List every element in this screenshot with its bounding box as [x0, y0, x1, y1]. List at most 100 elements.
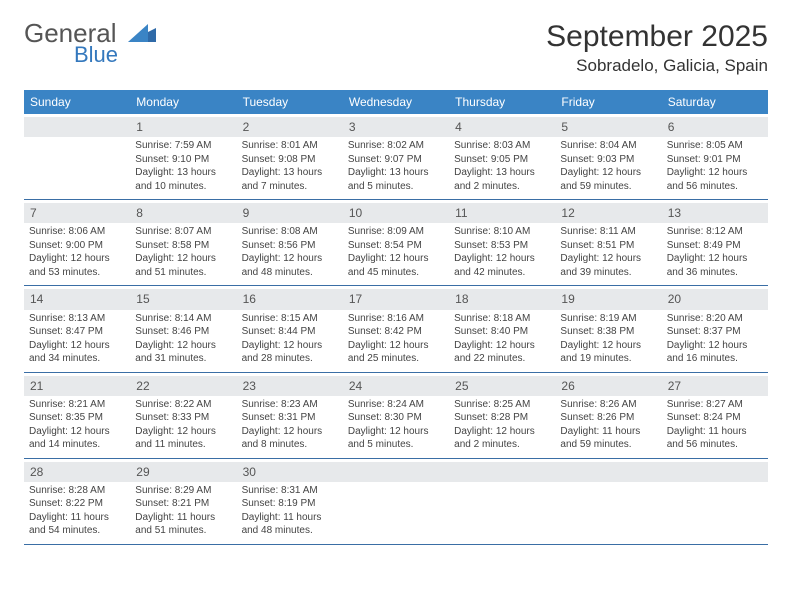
weekday-header-row: SundayMondayTuesdayWednesdayThursdayFrid… — [24, 90, 768, 114]
calendar-cell: 30Sunrise: 8:31 AMSunset: 8:19 PMDayligh… — [237, 459, 343, 544]
day-number: 10 — [343, 203, 449, 223]
day-number: 19 — [555, 289, 661, 309]
calendar-cell: 24Sunrise: 8:24 AMSunset: 8:30 PMDayligh… — [343, 373, 449, 458]
sunset-text: Sunset: 9:08 PM — [242, 153, 338, 167]
sunrise-text: Sunrise: 8:31 AM — [242, 484, 338, 498]
day-number: 16 — [237, 289, 343, 309]
sunrise-text: Sunrise: 8:23 AM — [242, 398, 338, 412]
sunset-text: Sunset: 8:22 PM — [29, 497, 125, 511]
day-number: 8 — [130, 203, 236, 223]
day-number: 27 — [662, 376, 768, 396]
sunrise-text: Sunrise: 8:29 AM — [135, 484, 231, 498]
sunrise-text: Sunrise: 8:15 AM — [242, 312, 338, 326]
weekday-header: Thursday — [449, 90, 555, 114]
day-number: 25 — [449, 376, 555, 396]
calendar-cell: 27Sunrise: 8:27 AMSunset: 8:24 PMDayligh… — [662, 373, 768, 458]
brand-logo: General Blue — [24, 20, 156, 66]
day-number: 11 — [449, 203, 555, 223]
daylight-text: Daylight: 12 hours and 8 minutes. — [242, 425, 338, 452]
sunset-text: Sunset: 8:58 PM — [135, 239, 231, 253]
calendar-cell: 17Sunrise: 8:16 AMSunset: 8:42 PMDayligh… — [343, 286, 449, 371]
calendar-cell — [555, 459, 661, 544]
day-number: 2 — [237, 117, 343, 137]
day-number: 13 — [662, 203, 768, 223]
daylight-text: Daylight: 12 hours and 56 minutes. — [667, 166, 763, 193]
calendar-cell — [24, 114, 130, 199]
sunrise-text: Sunrise: 8:04 AM — [560, 139, 656, 153]
daylight-text: Daylight: 13 hours and 5 minutes. — [348, 166, 444, 193]
day-number: 14 — [24, 289, 130, 309]
daylight-text: Daylight: 12 hours and 34 minutes. — [29, 339, 125, 366]
daylight-text: Daylight: 11 hours and 54 minutes. — [29, 511, 125, 538]
day-number — [343, 462, 449, 482]
calendar-cell — [449, 459, 555, 544]
day-number: 29 — [130, 462, 236, 482]
sunrise-text: Sunrise: 8:14 AM — [135, 312, 231, 326]
weekday-header: Saturday — [662, 90, 768, 114]
weekday-header: Tuesday — [237, 90, 343, 114]
calendar-cell: 15Sunrise: 8:14 AMSunset: 8:46 PMDayligh… — [130, 286, 236, 371]
calendar-cell: 29Sunrise: 8:29 AMSunset: 8:21 PMDayligh… — [130, 459, 236, 544]
calendar-cell — [662, 459, 768, 544]
calendar-cell: 16Sunrise: 8:15 AMSunset: 8:44 PMDayligh… — [237, 286, 343, 371]
calendar-cell: 28 Sunrise: 8:28 AMSunset: 8:22 PMDayligh… — [24, 459, 130, 544]
sunset-text: Sunset: 8:19 PM — [242, 497, 338, 511]
calendar-cell: 23Sunrise: 8:23 AMSunset: 8:31 PMDayligh… — [237, 373, 343, 458]
calendar-cell: 10Sunrise: 8:09 AMSunset: 8:54 PMDayligh… — [343, 200, 449, 285]
sunrise-text: Sunrise: 8:10 AM — [454, 225, 550, 239]
sunrise-text: Sunrise: 8:01 AM — [242, 139, 338, 153]
sunset-text: Sunset: 8:28 PM — [454, 411, 550, 425]
day-number: 23 — [237, 376, 343, 396]
calendar-cell: 3Sunrise: 8:02 AMSunset: 9:07 PMDaylight… — [343, 114, 449, 199]
sunset-text: Sunset: 9:01 PM — [667, 153, 763, 167]
calendar-week: 14Sunrise: 8:13 AMSunset: 8:47 PMDayligh… — [24, 286, 768, 372]
sunrise-text: Sunrise: 8:13 AM — [29, 312, 125, 326]
calendar-cell: 12Sunrise: 8:11 AMSunset: 8:51 PMDayligh… — [555, 200, 661, 285]
sunset-text: Sunset: 8:30 PM — [348, 411, 444, 425]
day-number: 28 — [24, 462, 130, 482]
daylight-text: Daylight: 12 hours and 39 minutes. — [560, 252, 656, 279]
sunrise-text: Sunrise: 8:05 AM — [667, 139, 763, 153]
sunrise-text: Sunrise: 8:28 AM — [29, 484, 125, 498]
daylight-text: Daylight: 13 hours and 2 minutes. — [454, 166, 550, 193]
sunset-text: Sunset: 8:38 PM — [560, 325, 656, 339]
sunset-text: Sunset: 8:42 PM — [348, 325, 444, 339]
day-number: 5 — [555, 117, 661, 137]
calendar-cell: 22Sunrise: 8:22 AMSunset: 8:33 PMDayligh… — [130, 373, 236, 458]
day-number: 18 — [449, 289, 555, 309]
day-number — [662, 462, 768, 482]
day-number: 7 — [24, 203, 130, 223]
weekday-header: Wednesday — [343, 90, 449, 114]
calendar-cell: 25 Sunrise: 8:25 AMSunset: 8:28 PMDayligh… — [449, 373, 555, 458]
daylight-text: Daylight: 12 hours and 48 minutes. — [242, 252, 338, 279]
sunrise-text: Sunrise: 8:24 AM — [348, 398, 444, 412]
day-number: 3 — [343, 117, 449, 137]
daylight-text: Daylight: 12 hours and 59 minutes. — [560, 166, 656, 193]
day-number: 12 — [555, 203, 661, 223]
calendar-cell: 7Sunrise: 8:06 AMSunset: 9:00 PMDaylight… — [24, 200, 130, 285]
sunset-text: Sunset: 8:33 PM — [135, 411, 231, 425]
sunrise-text: Sunrise: 8:12 AM — [667, 225, 763, 239]
sunset-text: Sunset: 8:35 PM — [29, 411, 125, 425]
calendar-cell: 11Sunrise: 8:10 AMSunset: 8:53 PMDayligh… — [449, 200, 555, 285]
daylight-text: Daylight: 12 hours and 28 minutes. — [242, 339, 338, 366]
calendar-cell: 1Sunrise: 7:59 AMSunset: 9:10 PMDaylight… — [130, 114, 236, 199]
sunset-text: Sunset: 9:05 PM — [454, 153, 550, 167]
day-number: 30 — [237, 462, 343, 482]
day-number: 6 — [662, 117, 768, 137]
daylight-text: Daylight: 12 hours and 36 minutes. — [667, 252, 763, 279]
daylight-text: Daylight: 12 hours and 25 minutes. — [348, 339, 444, 366]
calendar-cell: 26Sunrise: 8:26 AMSunset: 8:26 PMDayligh… — [555, 373, 661, 458]
sunset-text: Sunset: 8:51 PM — [560, 239, 656, 253]
sunrise-text: Sunrise: 8:16 AM — [348, 312, 444, 326]
sunrise-text: Sunrise: 8:25 AM — [454, 398, 550, 412]
weekday-header: Monday — [130, 90, 236, 114]
daylight-text: Daylight: 12 hours and 31 minutes. — [135, 339, 231, 366]
calendar-cell: 18Sunrise: 8:18 AMSunset: 8:40 PMDayligh… — [449, 286, 555, 371]
daylight-text: Daylight: 12 hours and 5 minutes. — [348, 425, 444, 452]
day-number: 22 — [130, 376, 236, 396]
brand-triangle-icon — [128, 20, 156, 46]
daylight-text: Daylight: 11 hours and 51 minutes. — [135, 511, 231, 538]
daylight-text: Daylight: 12 hours and 2 minutes. — [454, 425, 550, 452]
calendar-grid: SundayMondayTuesdayWednesdayThursdayFrid… — [24, 90, 768, 545]
